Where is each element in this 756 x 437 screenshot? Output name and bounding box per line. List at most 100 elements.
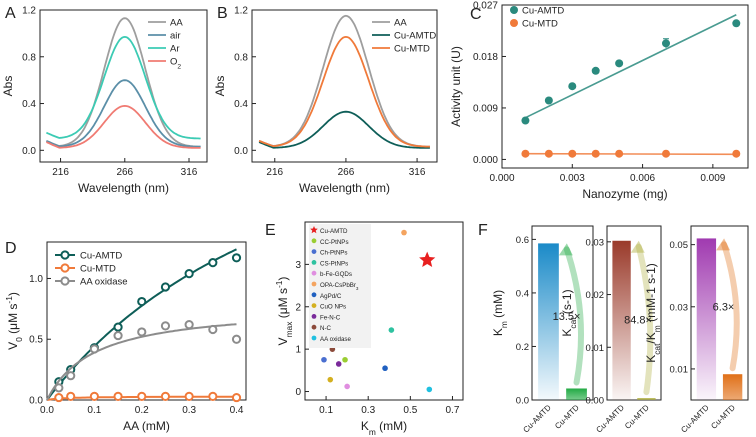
y-axis-label: Kcat (s-1) [560, 289, 578, 336]
data-point-Cu-MTD [662, 149, 670, 158]
ratio-label: 84.8× [624, 314, 652, 326]
data-point-AA oxidase [54, 383, 64, 393]
series-line-Cu-MTD [258, 35, 430, 148]
y-tick-label: 0 [295, 387, 301, 398]
label-part: /K [644, 332, 658, 343]
x-tick-label: 266 [338, 167, 355, 178]
label-part: (μM s [276, 288, 290, 322]
y-tick-label: 2 [295, 302, 301, 313]
x-tick-label: Cu-AMTD [521, 403, 553, 435]
subscript: m [369, 427, 376, 437]
ratio-arrow [563, 246, 584, 386]
data-point-Cu-MTD [521, 149, 530, 158]
y-axis-label: Km (mM) [491, 290, 509, 336]
fit-line-Cu-AMTD [525, 14, 737, 119]
fit-curve-Cu-AMTD [46, 248, 237, 401]
y-tick-label: 0.05 [670, 240, 689, 251]
legend-label: N-C [320, 325, 332, 332]
subscript: m [499, 321, 509, 328]
data-point-Cu-AMTD [231, 253, 242, 263]
legend-marker [311, 292, 317, 298]
data-point-CC-PtNPs [342, 356, 348, 363]
y-tick-label: 0.0 [29, 396, 43, 407]
data-point-Cu-AMTD [521, 116, 530, 125]
data-point-Cu-MTD [568, 149, 577, 158]
data-point-Cu-AMTD [662, 39, 670, 48]
legend-label: Cu-MTD [522, 19, 558, 30]
x-tick-label: 216 [52, 167, 69, 178]
plot-frame-B [251, 9, 438, 163]
legend-label: CS-PtNPs [320, 260, 348, 267]
x-tick-label: 216 [266, 167, 283, 178]
label-part: K [361, 419, 369, 433]
bar-Cu-MTD [637, 398, 656, 400]
legend-label: Cu-MTD [394, 44, 430, 55]
x-tick-label: 0.1 [319, 405, 333, 416]
subscript: max [284, 321, 294, 338]
data-point-AA oxidase [137, 327, 147, 337]
legend-label: Ar [170, 44, 180, 55]
legend-label: Cu-AMTD [394, 31, 436, 42]
subscript: cat [568, 317, 578, 329]
label-part: ) [6, 292, 20, 296]
y-tick-label: 1.0 [29, 274, 43, 285]
plot-frame-C [501, 4, 749, 169]
fit-line-Cu-MTD [525, 152, 737, 156]
data-point-Cu-MTD [54, 392, 64, 403]
label-part: O [170, 57, 177, 68]
legend-label: Cu-AMTD [320, 228, 348, 235]
x-tick-label: 0.3 [182, 405, 196, 416]
x-tick-label: 0.3 [361, 405, 375, 416]
bar-Cu-MTD [566, 388, 587, 400]
legend-label: Cu-AMTD [522, 6, 564, 17]
series-line-air [46, 79, 201, 148]
data-point-AA oxidase [208, 324, 218, 335]
series-line-Ar [46, 35, 201, 140]
legend-marker [311, 324, 317, 330]
y-tick-label: 0.02 [586, 290, 605, 301]
y-tick-label: 0.4 [22, 99, 36, 110]
x-tick-label: Cu-AMTD [679, 403, 711, 435]
subscript: 3 [356, 286, 359, 291]
y-tick-label: 3 [295, 260, 301, 271]
data-point-Cu-MTD [615, 149, 624, 158]
y-tick-label: 0.0 [234, 146, 248, 157]
data-point-Cu-MTD [137, 391, 147, 401]
legend-label: CuO NPs [320, 304, 346, 311]
ratio-arrow [635, 243, 654, 396]
x-axis-label: Km (mM) [361, 419, 407, 437]
y-tick-label: 0.0 [22, 146, 36, 157]
plot-frame-F1 [531, 225, 594, 401]
panel-letter: D [5, 240, 17, 257]
data-point-Cu-MTD [591, 149, 600, 158]
y-tick-label: 0.5 [29, 335, 43, 346]
data-point-Ch-PtNPs [321, 356, 327, 363]
bar-Cu-AMTD [612, 240, 631, 400]
x-tick-label: 0.7 [446, 405, 460, 416]
series-line-Cu-AMTD [258, 110, 430, 149]
data-point-AA oxidase [231, 334, 242, 344]
legend-label: Fe-N-C [320, 314, 341, 321]
superscript: -1 [274, 280, 284, 288]
data-point-AA oxidase [160, 321, 171, 331]
label-part: K [644, 355, 658, 363]
subscript: cat [652, 343, 662, 355]
y-tick-label: 0.009 [473, 103, 498, 114]
subscript: 2 [177, 63, 181, 70]
data-point-Cu-MTD [544, 149, 553, 158]
y-tick-label: 0.6 [516, 235, 529, 246]
x-tick-label: Cu-AMTD [594, 403, 626, 435]
data-point-Cu-MTD [113, 391, 123, 401]
ratio-arrow-head [716, 238, 731, 251]
y-tick-label: 0.4 [234, 99, 248, 110]
y-axis-label: Abs [1, 76, 15, 97]
legend-marker [60, 250, 70, 260]
data-point-Cu-MTD [160, 391, 171, 401]
legend-label: air [170, 31, 181, 42]
legend-label: Cu-MTD [80, 264, 116, 275]
series-line-O2 [46, 104, 201, 149]
superscript: -1 [4, 296, 14, 304]
bar-Cu-MTD [722, 374, 743, 400]
data-point-Cu-AMTD [568, 82, 577, 91]
